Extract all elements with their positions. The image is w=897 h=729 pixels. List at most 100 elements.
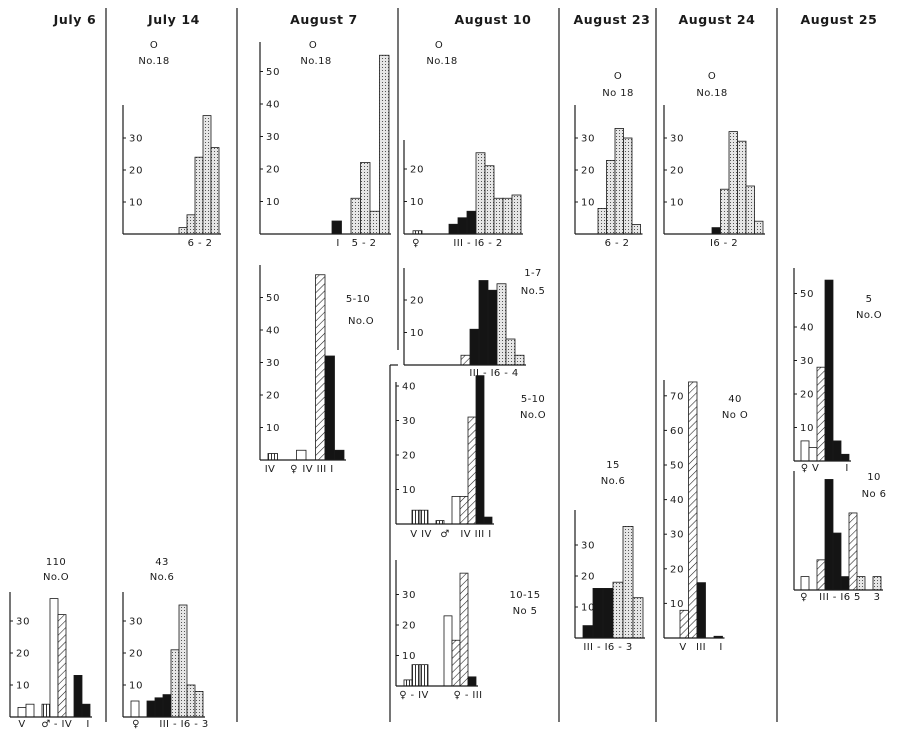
histogram-bar bbox=[350, 197, 361, 235]
histogram-bar bbox=[754, 220, 764, 235]
histogram-bar bbox=[622, 526, 634, 639]
y-tick-label: 50 bbox=[266, 293, 280, 304]
panel-label: No.18 bbox=[138, 56, 169, 67]
histogram-bar bbox=[483, 516, 493, 525]
x-axis-label: I6 - 2 bbox=[710, 238, 738, 249]
histogram-panel: 10 20 30 110 No.O V ♂ - IV I bbox=[9, 557, 92, 729]
panel-label: No.18 bbox=[300, 56, 331, 67]
x-axis-label: 6 - 2 bbox=[605, 238, 630, 249]
column-date-header: July 14 bbox=[147, 12, 200, 27]
histogram-bar bbox=[451, 639, 461, 687]
histogram-bar bbox=[824, 479, 834, 591]
y-tick-label: 40 bbox=[266, 100, 280, 111]
x-axis-label: III - I6 - 3 bbox=[159, 719, 208, 729]
histogram-bar bbox=[631, 223, 641, 235]
x-axis-label: ♂ bbox=[41, 719, 50, 729]
panel-label: 5-10 bbox=[521, 394, 545, 405]
histogram-bar bbox=[459, 495, 469, 525]
histogram-bar bbox=[73, 675, 83, 718]
y-tick-label: 20 bbox=[266, 165, 280, 176]
panel-label: 5 bbox=[866, 294, 873, 305]
histogram-bar bbox=[460, 354, 471, 366]
histogram-bar bbox=[41, 703, 51, 718]
panel-label: 1-7 bbox=[524, 268, 542, 279]
histogram-panel: 10 20 30 40 50 5-10 No.O IV ♀ IV III I bbox=[259, 265, 374, 475]
histogram-bar bbox=[154, 697, 164, 718]
y-tick-label: 10 bbox=[129, 681, 143, 692]
panel-label: 40 bbox=[728, 394, 742, 405]
histogram-bar bbox=[602, 588, 614, 639]
histogram-panel: 10 20 30 40 5-10 No.O V IV ♂ IV III I bbox=[395, 375, 546, 540]
histogram-panel: 10 20 30 O No.18 I6 - 2 bbox=[663, 71, 765, 249]
column-date-header: August 24 bbox=[679, 12, 756, 27]
y-tick-label: 10 bbox=[670, 198, 684, 209]
y-tick-label: 30 bbox=[402, 590, 416, 601]
x-axis-label: III - I6 - 4 bbox=[469, 368, 518, 379]
y-tick-label: 10 bbox=[266, 197, 280, 208]
histogram-bar bbox=[496, 283, 507, 366]
histogram-bar bbox=[800, 576, 810, 591]
histogram-bar bbox=[856, 576, 866, 591]
histogram-bar bbox=[728, 131, 738, 235]
y-tick-label: 20 bbox=[800, 390, 814, 401]
y-tick-label: 20 bbox=[402, 451, 416, 462]
histogram-panel: 10 20 30 O No 18 6 - 2 bbox=[574, 71, 643, 249]
histogram-bar bbox=[17, 707, 27, 718]
y-tick-label: 10 bbox=[581, 198, 595, 209]
histogram-bar bbox=[403, 679, 413, 687]
panel-label: 110 bbox=[46, 557, 66, 568]
x-axis-label: III - I6 5 bbox=[819, 592, 861, 603]
histogram-bar bbox=[487, 289, 498, 366]
histogram-bar bbox=[194, 691, 204, 718]
histogram-bar bbox=[505, 338, 516, 366]
x-axis-label: I bbox=[86, 719, 89, 729]
histogram-bar bbox=[448, 223, 459, 235]
histogram-bar bbox=[582, 625, 594, 639]
histogram-bar bbox=[840, 576, 850, 591]
histogram-bar bbox=[475, 152, 486, 235]
panel-label: No.O bbox=[520, 410, 546, 421]
histogram-bar bbox=[745, 185, 755, 235]
panel-label: No.18 bbox=[696, 88, 727, 99]
panel-label: 10 bbox=[867, 472, 881, 483]
histogram-bar bbox=[824, 279, 834, 462]
y-tick-label: 10 bbox=[402, 651, 416, 662]
y-tick-label: 10 bbox=[581, 603, 595, 614]
x-axis-label: ♀ - IV bbox=[399, 690, 428, 701]
histogram-bar bbox=[49, 598, 59, 718]
y-tick-label: 20 bbox=[129, 649, 143, 660]
histogram-bar bbox=[808, 447, 818, 462]
histogram-bar bbox=[459, 572, 469, 687]
y-tick-label: 30 bbox=[266, 358, 280, 369]
histogram-bar bbox=[315, 274, 326, 461]
histogram-bar bbox=[324, 355, 335, 461]
y-tick-label: 50 bbox=[670, 461, 684, 472]
panel-label: No.O bbox=[856, 310, 882, 321]
y-tick-label: 40 bbox=[402, 382, 416, 393]
histogram-bar bbox=[840, 453, 850, 462]
y-tick-label: 40 bbox=[800, 323, 814, 334]
y-tick-label: 30 bbox=[581, 541, 595, 552]
panel-label: O bbox=[708, 71, 716, 82]
y-tick-label: 30 bbox=[402, 416, 416, 427]
panel-label: O bbox=[435, 40, 443, 51]
x-axis-label: IV III I bbox=[302, 464, 333, 475]
column-date-header: August 23 bbox=[574, 12, 651, 27]
y-tick-label: 30 bbox=[670, 530, 684, 541]
x-axis-label: - IV bbox=[54, 719, 72, 729]
y-tick-label: 20 bbox=[581, 572, 595, 583]
histogram-bar bbox=[711, 227, 721, 235]
histogram-bar bbox=[146, 700, 156, 718]
histogram-bar bbox=[202, 115, 212, 235]
histogram-bar bbox=[614, 127, 624, 235]
histogram-bar bbox=[81, 703, 91, 718]
x-axis-label: ♀ - III bbox=[454, 690, 483, 701]
panel-label: No O bbox=[722, 410, 748, 421]
y-tick-label: 10 bbox=[16, 681, 30, 692]
histogram-bar bbox=[331, 220, 342, 235]
y-tick-label: 10 bbox=[266, 423, 280, 434]
x-axis-label: I bbox=[845, 463, 848, 474]
x-axis-label: ♀ bbox=[290, 464, 298, 475]
histogram-bar bbox=[623, 137, 633, 235]
histogram-bar bbox=[296, 449, 307, 461]
